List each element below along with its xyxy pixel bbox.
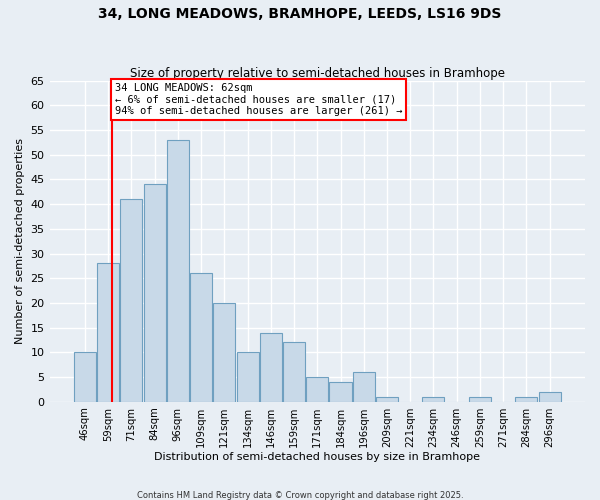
Bar [539,392,560,402]
Bar [213,303,235,402]
Bar [121,199,142,402]
Bar [515,397,538,402]
Bar [74,352,96,402]
Bar [260,332,282,402]
Text: 34, LONG MEADOWS, BRAMHOPE, LEEDS, LS16 9DS: 34, LONG MEADOWS, BRAMHOPE, LEEDS, LS16 … [98,8,502,22]
Text: Contains HM Land Registry data © Crown copyright and database right 2025.: Contains HM Land Registry data © Crown c… [137,490,463,500]
Y-axis label: Number of semi-detached properties: Number of semi-detached properties [15,138,25,344]
Bar [329,382,352,402]
Bar [167,140,189,402]
Bar [376,397,398,402]
Text: 34 LONG MEADOWS: 62sqm
← 6% of semi-detached houses are smaller (17)
94% of semi: 34 LONG MEADOWS: 62sqm ← 6% of semi-deta… [115,83,403,116]
Bar [236,352,259,402]
Bar [469,397,491,402]
X-axis label: Distribution of semi-detached houses by size in Bramhope: Distribution of semi-detached houses by … [154,452,480,462]
Bar [283,342,305,402]
Bar [306,377,328,402]
Bar [353,372,375,402]
Title: Size of property relative to semi-detached houses in Bramhope: Size of property relative to semi-detach… [130,66,505,80]
Bar [97,264,119,402]
Bar [190,274,212,402]
Bar [143,184,166,402]
Bar [422,397,445,402]
